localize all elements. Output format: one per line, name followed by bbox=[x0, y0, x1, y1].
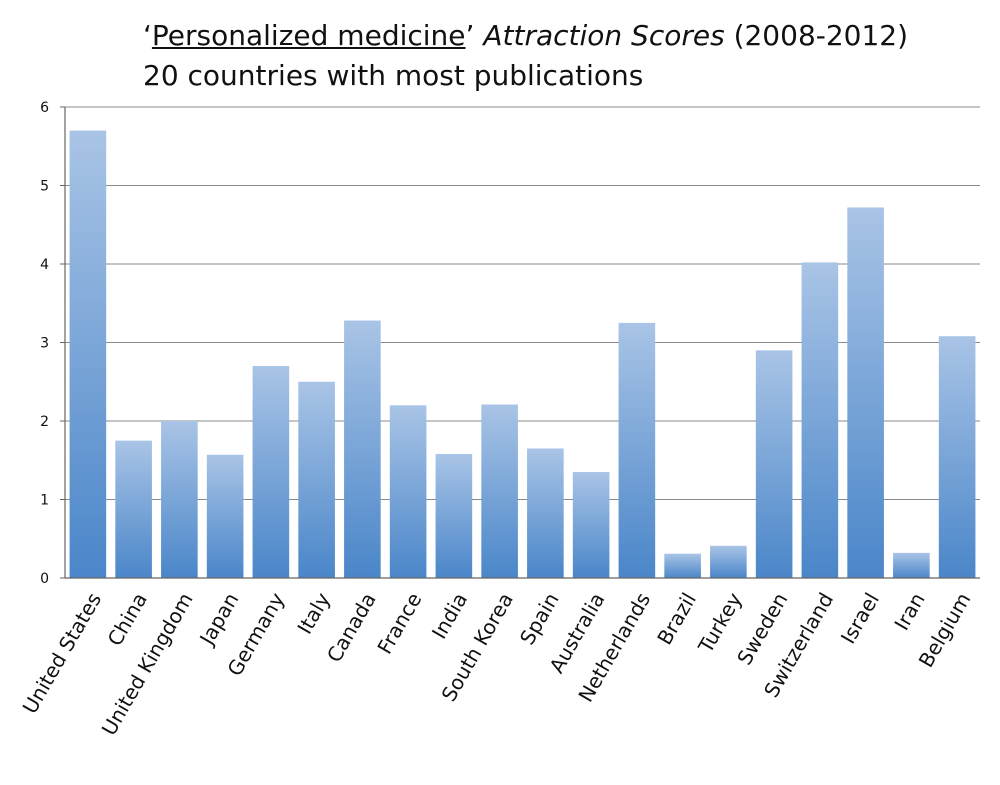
y-tick-label: 4 bbox=[40, 257, 49, 273]
grid-lines bbox=[65, 106, 980, 500]
title-underlined-text: Personalized medicine bbox=[151, 19, 466, 52]
axes bbox=[60, 106, 980, 579]
bar bbox=[801, 262, 839, 578]
bar bbox=[298, 381, 335, 578]
x-tick-label: Japan bbox=[194, 589, 244, 651]
bar bbox=[893, 552, 930, 578]
x-tick-label: Spain bbox=[515, 589, 564, 649]
bar bbox=[115, 440, 152, 578]
chart-subtitle: 20 countries with most publications bbox=[143, 59, 644, 92]
x-tick-label: Iran bbox=[889, 589, 929, 635]
title-italic-text: Attraction Scores bbox=[483, 19, 725, 52]
bar bbox=[69, 130, 107, 579]
y-tick-label: 5 bbox=[40, 179, 49, 195]
bar bbox=[435, 453, 473, 578]
x-tick-label: India bbox=[427, 589, 472, 644]
title-years: (2008-2012) bbox=[724, 19, 909, 52]
bar bbox=[664, 553, 701, 578]
bar bbox=[618, 322, 656, 578]
bars bbox=[69, 130, 976, 579]
x-tick-label: France bbox=[372, 589, 426, 659]
bar bbox=[847, 207, 884, 579]
bar bbox=[481, 404, 518, 578]
title-open-quote: ‘ bbox=[143, 19, 152, 52]
x-tick-label: Italy bbox=[292, 588, 335, 638]
y-tick-label: 0 bbox=[40, 571, 49, 587]
bar bbox=[527, 448, 564, 578]
x-tick-label: China bbox=[103, 589, 152, 650]
title-line: ‘Personalized medicine’ Attraction Score… bbox=[143, 16, 908, 56]
x-tick-label: United States bbox=[18, 589, 107, 718]
bar bbox=[938, 336, 976, 578]
y-tick-label: 1 bbox=[40, 493, 49, 509]
bar bbox=[572, 472, 610, 578]
x-tick-label: United Kingdom bbox=[97, 589, 198, 740]
y-tick-label: 6 bbox=[40, 100, 49, 116]
title-close-quote: ’ bbox=[465, 19, 484, 52]
bar bbox=[252, 366, 290, 578]
x-tick-label: Brazil bbox=[652, 589, 701, 649]
y-tick-label: 3 bbox=[40, 336, 49, 352]
bar bbox=[710, 545, 747, 578]
y-tick-label: 2 bbox=[40, 414, 49, 430]
bar bbox=[206, 454, 244, 578]
x-tick-label: Israel bbox=[836, 589, 884, 648]
bar bbox=[389, 405, 427, 578]
chart-title: ‘Personalized medicine’ Attraction Score… bbox=[143, 16, 908, 96]
bar bbox=[161, 421, 198, 578]
bar bbox=[344, 320, 381, 578]
bar bbox=[755, 350, 793, 578]
